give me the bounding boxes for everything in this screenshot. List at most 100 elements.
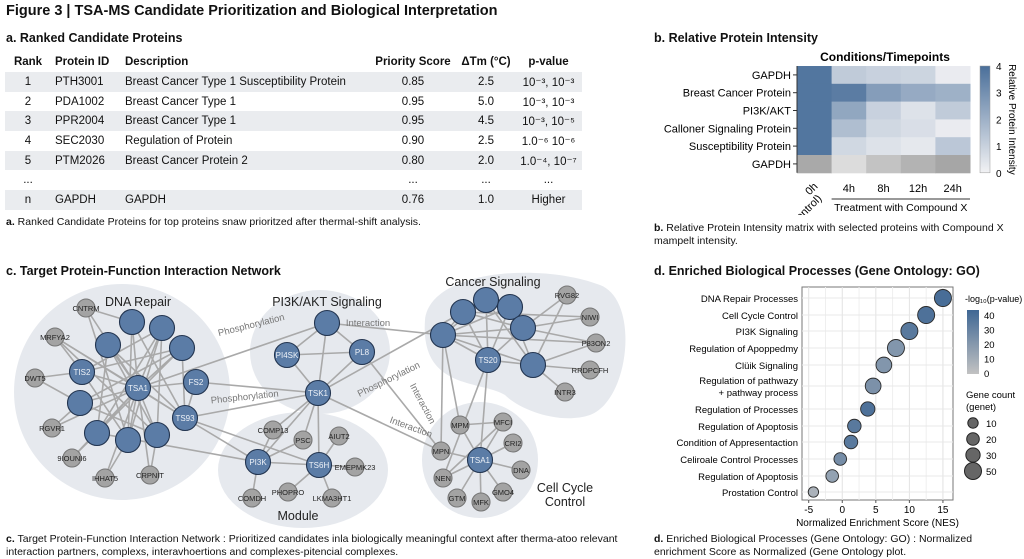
network-node [345,457,365,477]
cell-priority-score: 0.80 [369,150,457,171]
network-node [95,468,115,488]
cell-description: Breast Cancer Type 1 [121,111,369,132]
heatmap-cell [831,119,867,138]
panel-b-title: b. Relative Protein Intensity [654,31,818,45]
cell-rank: n [5,190,51,210]
network-node [322,488,342,508]
size-legend-label: 10 [986,419,997,430]
node-label: TS20 [478,356,498,365]
network-node [431,441,451,461]
network-node [278,482,298,502]
caption-text: Relative Protein Intensity matrix with s… [654,222,1004,247]
table-row: ............ [5,170,582,190]
cell-description: Breast Cancer Protein 2 [121,150,369,171]
cell-rank: 5 [5,150,51,171]
heatmap-cell [900,101,936,120]
x-tick-label: 0 [839,505,845,516]
heatmap-cell [866,155,902,174]
heatmap-cell [797,119,833,138]
cell-protein-id: PTM2026 [51,150,121,171]
network-node [124,374,152,402]
color-legend-tick: 30 [984,325,995,336]
node-label: TS93 [175,414,195,423]
network-node [557,285,577,305]
node-label: EMEPMK23 [335,463,376,472]
cluster-label: Cell Cycle [537,481,593,495]
network-node [171,404,199,432]
node-label: FS2 [189,378,204,387]
network-node [503,433,523,453]
node-label: COMP13 [258,426,289,435]
node-label: MFCI [494,418,512,427]
node-label: CNTRM [72,304,99,313]
node-label: DWT5 [24,374,45,383]
col-protein-id: Protein ID [55,56,110,68]
heatmap-cell [866,83,902,103]
network-edge [485,299,534,366]
column-label: 4h [843,183,855,195]
network-edge [137,322,328,389]
size-legend-dot [966,432,980,446]
cell-delta-tm: 2.0 [457,150,515,171]
network-edge [184,392,319,419]
table-row: 4 SEC2030 Regulation of Protein 0.90 2.5 1.0⁻… [5,131,582,151]
network-node [472,286,500,314]
network-node [450,415,470,435]
node-label: DNA [513,466,529,475]
network-node [273,341,301,369]
panel-a-caption: a. Ranked Candidate Proteins for top pro… [6,216,606,229]
size-legend-label: 50 [986,467,997,478]
network-node [148,314,176,342]
heatmap-cell [797,137,833,156]
category-label: + pathway process [719,388,799,399]
network-node [466,446,494,474]
network-node [304,379,332,407]
category-label: DNA Repair Processes [701,294,798,305]
category-label: Celiroale Control Processes [680,455,798,466]
cluster-label: Control [545,495,585,509]
x-tick-label: 10 [904,505,916,516]
network-edge [96,344,109,434]
category-label: Regulation of pathwazy [699,376,798,387]
network-node [447,488,467,508]
network-node [293,430,313,450]
heatmap-cell [831,83,867,103]
cluster-label: Module [278,509,319,523]
heatmap-cell [935,119,971,138]
cell-rank: 3 [5,111,51,132]
table-row: n GAPDH GAPDH 0.76 1.0 Higher [5,190,582,210]
row-label: Breast Cancer Protein [683,88,791,100]
colorbar-tick: 1 [996,142,1002,153]
heatmap-cell [797,66,833,85]
node-label: MPN [433,447,450,456]
network-edge [81,327,163,373]
cell-delta-tm: 2.5 [478,134,494,147]
data-point [833,452,848,466]
col-pvalue: p-value [528,56,569,68]
network-node [94,331,122,359]
node-label: MPM [451,421,469,430]
network-edge [257,392,319,463]
data-point [917,306,936,324]
network-node [433,468,453,488]
colorbar [979,65,991,174]
cell-protein-id: SEC2030 [55,134,105,147]
node-label: PI4SK [276,351,299,360]
network-node [66,389,94,417]
cell-rank: ... [23,174,33,187]
x-tick-label: 15 [937,505,949,516]
network-node [118,308,146,336]
cell-description: Breast Cancer Type 1 Susceptibility Prot… [121,72,369,92]
cell-priority-score: 0.85 [369,72,457,92]
cell-protein-id: GAPDH [51,190,121,210]
node-label: MRFYA2 [40,333,70,342]
network-edge [54,336,186,419]
cell-rank: 2 [24,95,32,108]
node-label: 9IOUNI6 [57,454,86,463]
cell-p-value: ... [543,174,554,187]
cell-priority-score: 0.95 [401,95,425,108]
network-node [62,448,82,468]
heatmap-cell [831,155,867,174]
network-node [68,358,96,386]
cell-description: Breast Cancer Type 1 [125,95,237,108]
